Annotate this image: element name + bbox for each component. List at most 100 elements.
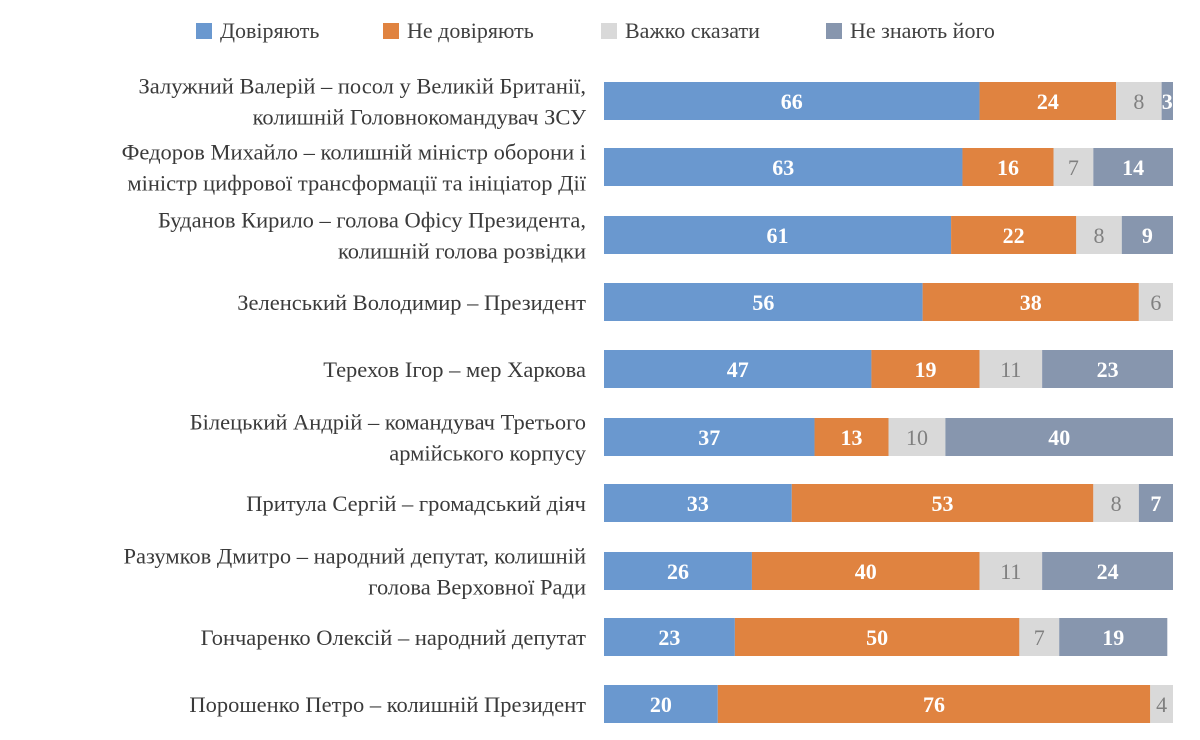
bar-row-1-series-3 <box>1116 82 1162 120</box>
bar-row-3-series-2 <box>951 216 1077 254</box>
bar-row-2-series-3 <box>1053 148 1094 186</box>
bar-row-10-series-3 <box>1150 685 1173 723</box>
data-label-row-8-series-4: 24 <box>1097 559 1119 584</box>
data-label-row-7-series-3: 8 <box>1111 491 1122 516</box>
bar-row-8-series-4 <box>1042 552 1173 590</box>
category-label-10-line-1: Порошенко Петро – колишній Президент <box>189 692 586 717</box>
bar-row-7-series-1 <box>604 484 792 522</box>
bar-row-1-series-2 <box>979 82 1117 120</box>
bar-row-9-series-2 <box>734 618 1020 656</box>
data-label-row-8-series-3: 11 <box>1000 559 1021 584</box>
legend-label-4: Не знають його <box>850 18 995 43</box>
category-label-7-line-1: Притула Сергій – громадський діяч <box>246 491 586 516</box>
bar-row-5-series-4 <box>1042 350 1173 388</box>
bar-row-9-series-1 <box>604 618 735 656</box>
legend-swatch-3 <box>601 23 617 39</box>
bar-row-2-series-4 <box>1093 148 1173 186</box>
data-label-row-3-series-4: 9 <box>1142 223 1153 248</box>
data-label-row-6-series-4: 40 <box>1048 425 1070 450</box>
bar-row-4-series-2 <box>922 283 1139 321</box>
category-label-1-line-2: колишній Головнокомандувач ЗСУ <box>253 105 586 130</box>
bar-row-8-series-3 <box>979 552 1043 590</box>
bar-row-4-series-1 <box>604 283 923 321</box>
bar-row-7-series-2 <box>791 484 1094 522</box>
data-label-row-8-series-1: 26 <box>667 559 689 584</box>
bar-row-7-series-3 <box>1093 484 1139 522</box>
data-label-row-4-series-2: 38 <box>1020 290 1042 315</box>
data-label-row-5-series-2: 19 <box>914 357 936 382</box>
category-label-3-line-2: колишній голова розвідки <box>338 239 586 264</box>
bars <box>604 82 1173 723</box>
category-label-9-line-1: Гончаренко Олексій – народний депутат <box>201 625 586 650</box>
bar-row-10-series-1 <box>604 685 718 723</box>
category-label-6-line-2: армійського корпусу <box>389 441 587 466</box>
data-label-row-2-series-4: 14 <box>1122 155 1144 180</box>
bar-row-9-series-3 <box>1019 618 1060 656</box>
legend-label-2: Не довіряють <box>407 18 534 43</box>
data-label-row-6-series-2: 13 <box>841 425 863 450</box>
data-label-row-3-series-2: 22 <box>1003 223 1025 248</box>
bar-row-5-series-3 <box>979 350 1043 388</box>
bar-row-6-series-1 <box>604 418 815 456</box>
data-label-row-2-series-3: 7 <box>1068 155 1079 180</box>
category-label-2-line-1: Федоров Михайло – колишній міністр оборо… <box>122 140 586 165</box>
data-label-row-4-series-1: 56 <box>752 290 774 315</box>
data-label-row-9-series-1: 23 <box>658 625 680 650</box>
data-label-row-3-series-3: 8 <box>1094 223 1105 248</box>
data-label-row-5-series-1: 47 <box>727 357 749 382</box>
data-label-row-9-series-2: 50 <box>866 625 888 650</box>
category-label-8-line-2: голова Верховної Ради <box>368 575 586 600</box>
bar-row-3-series-1 <box>604 216 952 254</box>
category-label-5-line-1: Терехов Ігор – мер Харкова <box>323 357 586 382</box>
data-label-row-1-series-4: 3 <box>1162 89 1173 114</box>
legend-swatch-4 <box>826 23 842 39</box>
bar-row-10-series-2 <box>717 685 1151 723</box>
data-label-row-6-series-3: 10 <box>906 425 928 450</box>
bar-row-6-series-2 <box>814 418 889 456</box>
category-label-6-line-1: Білецький Андрій – командувач Третього <box>190 410 586 435</box>
bar-row-3-series-4 <box>1121 216 1173 254</box>
bar-row-7-series-4 <box>1138 484 1173 522</box>
bar-row-1-series-4 <box>1161 82 1173 120</box>
bar-row-2-series-2 <box>962 148 1054 186</box>
legend-label-3: Важко сказати <box>625 18 760 43</box>
data-label-row-10-series-3: 4 <box>1156 692 1167 717</box>
data-label-row-8-series-2: 40 <box>855 559 877 584</box>
bar-row-6-series-4 <box>945 418 1173 456</box>
data-label-row-3-series-1: 61 <box>767 223 789 248</box>
bar-row-4-series-3 <box>1138 283 1173 321</box>
category-label-4-line-1: Зеленський Володимир – Президент <box>237 290 586 315</box>
legend-swatch-2 <box>383 23 399 39</box>
data-label-row-5-series-3: 11 <box>1000 357 1021 382</box>
data-label-row-1-series-2: 24 <box>1037 89 1059 114</box>
data-label-row-9-series-4: 19 <box>1102 625 1124 650</box>
data-label-row-4-series-3: 6 <box>1150 290 1161 315</box>
chart-legend: Довіряють Не довіряють Важко сказати Не зна… <box>196 18 995 43</box>
category-label-3-line-1: Буданов Кирило – голова Офісу Президента… <box>158 208 586 233</box>
bar-row-5-series-1 <box>604 350 872 388</box>
legend-label-1: Довіряють <box>220 18 319 43</box>
data-label-row-5-series-4: 23 <box>1097 357 1119 382</box>
data-label-row-10-series-1: 20 <box>650 692 672 717</box>
bar-row-9-series-4 <box>1059 618 1168 656</box>
category-label-8-line-1: Разумков Дмитро – народний депутат, коли… <box>123 544 586 569</box>
data-label-row-9-series-3: 7 <box>1034 625 1045 650</box>
data-label-row-6-series-1: 37 <box>698 425 720 450</box>
bar-row-3-series-3 <box>1076 216 1122 254</box>
data-label-row-7-series-4: 7 <box>1150 491 1161 516</box>
data-label-row-7-series-2: 53 <box>932 491 954 516</box>
bar-row-1-series-1 <box>604 82 980 120</box>
bar-row-5-series-2 <box>871 350 980 388</box>
category-label-2-line-2: міністр цифрової трансформації та ініціа… <box>127 171 586 196</box>
bar-row-8-series-2 <box>751 552 980 590</box>
bar-row-6-series-3 <box>888 418 946 456</box>
category-labels: Залужний Валерій – посол у Великій Брита… <box>122 74 587 718</box>
data-label-row-10-series-2: 76 <box>923 692 945 717</box>
bar-row-8-series-1 <box>604 552 752 590</box>
category-label-1-line-1: Залужний Валерій – посол у Великій Брита… <box>139 74 586 99</box>
bar-row-2-series-1 <box>604 148 963 186</box>
data-label-row-1-series-3: 8 <box>1133 89 1144 114</box>
data-label-row-2-series-2: 16 <box>997 155 1019 180</box>
